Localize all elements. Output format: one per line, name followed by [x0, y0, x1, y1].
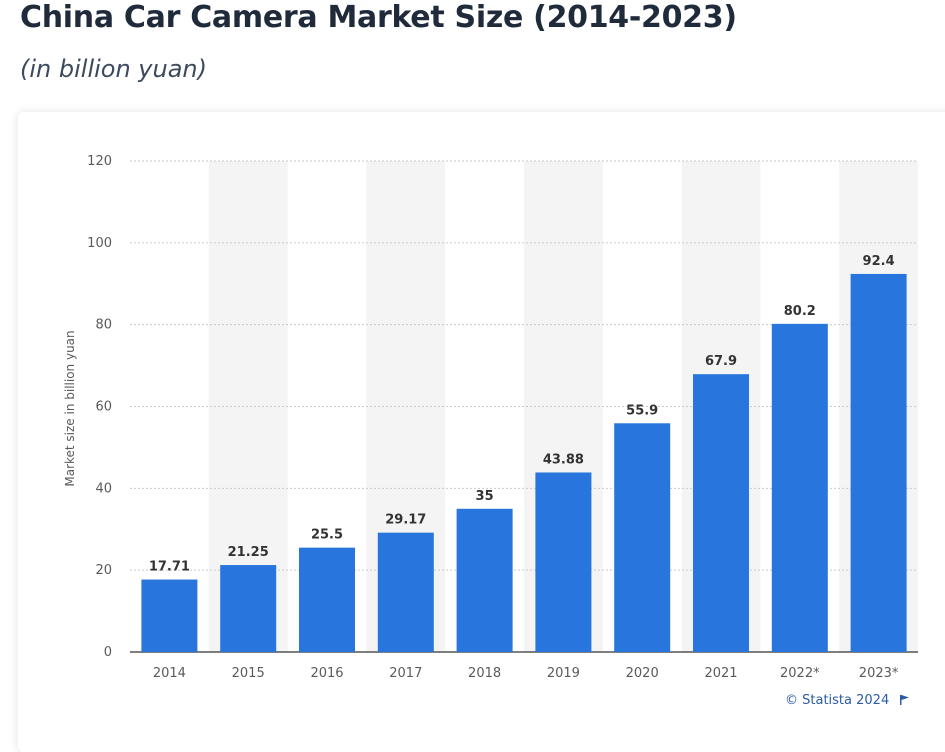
- data-label: 80.2: [784, 304, 816, 319]
- x-tick-label: 2022*: [780, 666, 820, 681]
- bar-chart: 0 20 40 60 80 100 120 Market size in billion yu…: [0, 0, 945, 735]
- data-label: 92.4: [863, 254, 895, 269]
- data-label: 21.25: [228, 545, 269, 560]
- bar: [693, 374, 749, 652]
- statista-credit-link[interactable]: © Statista 2024: [785, 693, 889, 708]
- x-tick-label: 2021: [704, 666, 737, 681]
- y-tick-label: 40: [95, 481, 112, 496]
- data-label: 55.9: [626, 403, 658, 418]
- y-axis-title: Market size in billion yuan: [63, 330, 77, 486]
- y-tick-label: 20: [95, 563, 112, 578]
- x-tick-label: 2020: [626, 666, 659, 681]
- data-label: 67.9: [705, 354, 737, 369]
- flag-icon[interactable]: [899, 694, 911, 706]
- data-label: 17.71: [149, 560, 190, 575]
- x-tick-label: 2015: [232, 666, 265, 681]
- x-tick-label: 2023*: [859, 666, 899, 681]
- bar: [378, 533, 434, 652]
- bar: [141, 580, 197, 652]
- x-tick-label: 2017: [389, 666, 422, 681]
- data-label: 29.17: [385, 513, 426, 528]
- y-tick-label: 60: [95, 400, 112, 415]
- y-tick-label: 100: [87, 236, 112, 251]
- bar: [535, 472, 591, 652]
- bar: [220, 565, 276, 652]
- bar: [851, 274, 907, 652]
- bar: [614, 423, 670, 652]
- data-label: 25.5: [311, 528, 343, 543]
- y-tick-label: 80: [95, 318, 112, 333]
- bar: [299, 548, 355, 652]
- data-label: 35: [476, 489, 494, 504]
- bar: [772, 324, 828, 652]
- data-label: 43.88: [543, 452, 584, 467]
- x-tick-label: 2018: [468, 666, 501, 681]
- x-tick-label: 2016: [310, 666, 343, 681]
- bar: [457, 509, 513, 652]
- x-tick-label: 2019: [547, 666, 580, 681]
- y-tick-label: 0: [104, 645, 112, 660]
- x-tick-label: 2014: [153, 666, 186, 681]
- y-tick-label: 120: [87, 154, 112, 169]
